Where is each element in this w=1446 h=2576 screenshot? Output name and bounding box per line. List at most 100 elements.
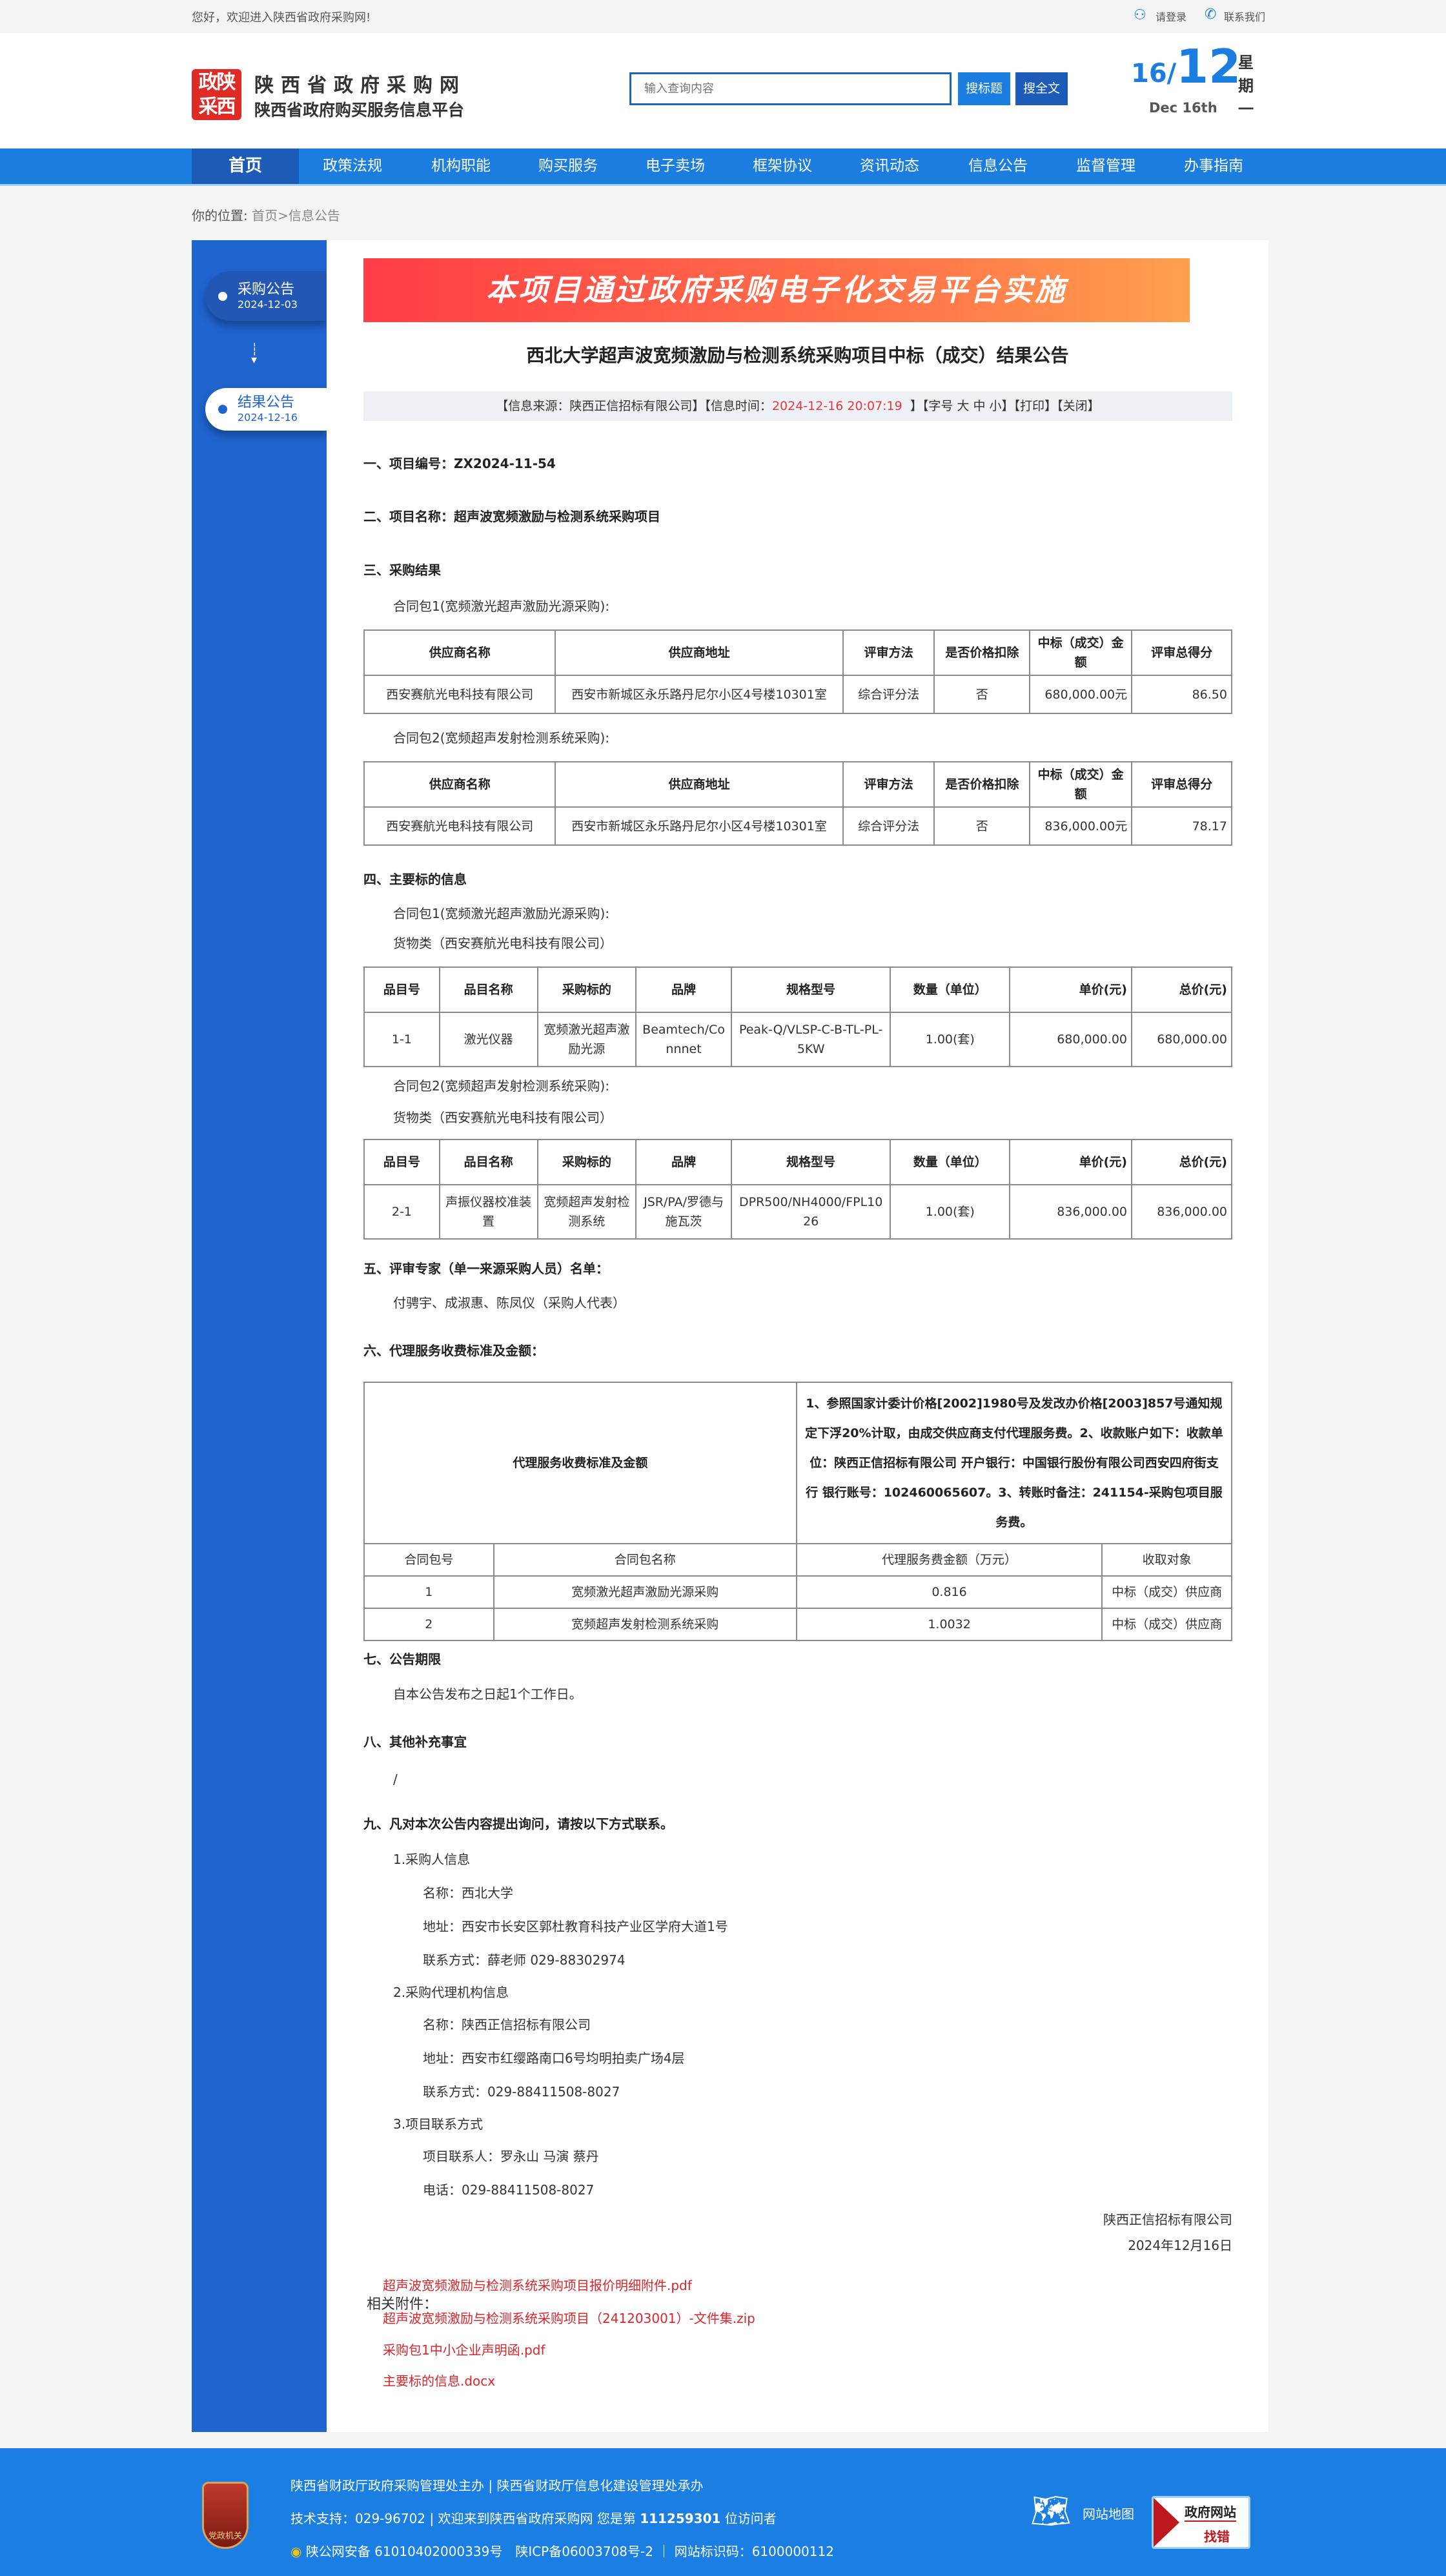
header-cell: 采购标的 [536, 1139, 637, 1185]
section-other: 八、其他补充事宜 [363, 1734, 467, 1750]
print-button[interactable]: 【打印】 [1013, 399, 1057, 413]
font-size-label: 【字号 [922, 399, 953, 413]
breadcrumb-home[interactable]: 首页 [252, 208, 278, 223]
table-row: 西安赛航光电科技有限公司 西安市新城区永乐路丹尼尔小区4号楼10301室 综合评分法… [363, 675, 1232, 714]
attachment-link[interactable]: 主要标的信息.docx [383, 2373, 496, 2389]
cell: 1.00(套) [890, 1184, 1011, 1240]
package-1-label: 合同包1(宽频激光超声激励光源采购): [393, 906, 610, 921]
header-cell: 评审方法 [842, 761, 935, 808]
footer-sponsor: 陕西省财政厅政府采购管理处主办 | 陕西省财政厅信息化建设管理处承办 [290, 2478, 704, 2493]
header-cell: 品目名称 [438, 966, 538, 1013]
contact-link[interactable]: 联系我们 [1224, 11, 1266, 23]
user-icon: ⚇ [1134, 7, 1146, 23]
font-medium-button[interactable]: 中 [973, 399, 986, 413]
attachment-link[interactable]: 超声波宽频激励与检测系统采购项目报价明细附件.pdf [383, 2278, 692, 2293]
page-title: 西北大学超声波宽频激励与检测系统采购项目中标（成交）结果公告 [526, 345, 1069, 366]
login-link[interactable]: 请登录 [1156, 11, 1187, 23]
header-cell: 供应商地址 [555, 629, 844, 676]
cell: 中标（成交）供应商 [1101, 1608, 1232, 1641]
info-source: 【信息来源：陕西正信招标有限公司】【信息时间： [496, 399, 772, 413]
font-small-button[interactable]: 小】 [989, 399, 1014, 413]
nav-policy[interactable]: 政策法规 [323, 158, 382, 174]
cell: 2-1 [363, 1184, 440, 1240]
header-cell: 品目名称 [438, 1139, 538, 1185]
table-row: 2-1 声振仪器校准装置 宽频超声发射检测系统 JSR/PA/罗德与施瓦茨 DPR500… [363, 1184, 1232, 1240]
welcome-text: 您好，欢迎进入陕西省政府采购网! [192, 11, 371, 25]
nav-supervision[interactable]: 监督管理 [1076, 158, 1135, 174]
sidebar: 采购公告 2024-12-03 ┆ ▾ 结果公告 2024-12-16 [192, 240, 327, 2432]
info-time: 2024-12-16 20:07:19 [771, 399, 902, 413]
header-cell: 代理服务费金额（万元） [795, 1543, 1103, 1577]
header-cell: 总价(元) [1131, 1139, 1232, 1185]
badge-title: 政府网站 [1185, 2502, 1236, 2522]
cell: 86.50 [1131, 675, 1232, 714]
record-link[interactable]: 陕公网安备 61010402000339号 陕ICP备06003708号-2 ｜… [305, 2544, 834, 2559]
police-badge-icon: ◉ [290, 2544, 302, 2559]
package-2-label: 合同包2(宽频超声发射检测系统采购): [393, 730, 610, 746]
site-subtitle: 陕西省政府购买服务信息平台 [254, 101, 465, 119]
search-input[interactable] [629, 72, 952, 105]
header-cell: 品目号 [363, 966, 440, 1013]
cell: 宽频激光超声激励光源采购 [493, 1575, 797, 1609]
cell: 1-1 [363, 1012, 440, 1067]
fee-table: 代理服务收费标准及金额 1、参照国家计委计价格[2002]1980号及发改办价格[… [363, 1382, 1233, 1641]
cell: Beamtech/Connnet [635, 1012, 732, 1067]
signature-org: 陕西正信招标有限公司 [1103, 2212, 1232, 2227]
breadcrumb-current[interactable]: >信息公告 [278, 208, 340, 223]
visitor-count: 111259301 [640, 2511, 721, 2526]
header-cell: 合同包名称 [493, 1543, 797, 1577]
other-text: / [393, 1772, 398, 1787]
search-fulltext-button[interactable]: 搜全文 [1015, 72, 1068, 105]
nav-purchase-service[interactable]: 购买服务 [538, 158, 598, 174]
nav-emall[interactable]: 电子卖场 [646, 158, 705, 174]
site-logo[interactable]: 政陕 采西 [192, 69, 241, 120]
project-contacts: 项目联系人：罗永山 马演 蔡丹 [423, 2149, 599, 2164]
font-big-button[interactable]: 大 [957, 399, 970, 413]
package-1-label: 合同包1(宽频激光超声激励光源采购): [393, 598, 610, 614]
experts-list: 付骋宇、成淑惠、陈凤仪（采购人代表） [393, 1295, 626, 1311]
close-button[interactable]: 【关闭】 [1057, 399, 1100, 413]
cell: 宽频超声发射检测系统 [536, 1184, 637, 1240]
table-row: 1 宽频激光超声激励光源采购 0.816 中标（成交）供应商 [363, 1575, 1232, 1609]
nav-agency[interactable]: 机构职能 [431, 158, 491, 174]
nav-guide[interactable]: 办事指南 [1184, 158, 1243, 174]
header-cell: 数量（单位） [890, 1139, 1011, 1185]
purchaser-phone: 联系方式：薛老师 029-88302974 [423, 1952, 626, 1968]
report-error-badge[interactable]: 政府网站 找错 [1152, 2496, 1250, 2549]
cell: 836,000.00 [1009, 1184, 1132, 1240]
info-bar: 【信息来源：陕西正信招标有限公司】【信息时间：2024-12-16 20:07:… [363, 391, 1232, 421]
sidebar-item-result-notice[interactable]: 结果公告 2024-12-16 [205, 388, 327, 431]
search-title-button[interactable]: 搜标题 [958, 72, 1010, 105]
nav-news[interactable]: 资讯动态 [860, 158, 919, 174]
cell: 西安市新城区永乐路丹尼尔小区4号楼10301室 [555, 806, 844, 846]
section-contact: 九、凡对本次公告内容提出询问，请按以下方式联系。 [363, 1816, 673, 1832]
cell: 680,000.00 [1131, 1012, 1232, 1067]
header-cell: 品牌 [635, 1139, 732, 1185]
section-project-name: 二、项目名称：超声波宽频激励与检测系统采购项目 [363, 509, 660, 524]
contact-purchaser: 1.采购人信息 [393, 1852, 471, 1867]
cell: 中标（成交）供应商 [1101, 1575, 1232, 1609]
sidebar-item-procurement-notice[interactable]: 采购公告 2024-12-03 [205, 271, 327, 321]
cell: 78.17 [1131, 806, 1232, 846]
attachment-link[interactable]: 采购包1中小企业声明函.pdf [383, 2342, 545, 2358]
cell: Peak-Q/VLSP-C-B-TL-PL-5KW [730, 1012, 891, 1067]
map-icon[interactable]: 🗺 [1030, 2492, 1072, 2530]
nav-framework[interactable]: 框架协议 [753, 158, 812, 174]
phone-icon: ✆ [1205, 6, 1217, 23]
sidebar-item-date: 2024-12-03 [238, 298, 298, 311]
date-english: Dec 16th [1149, 100, 1217, 116]
header-cell: 单价(元) [1009, 966, 1132, 1013]
top-bar: 您好，欢迎进入陕西省政府采购网! ⚇ 请登录 ✆ 联系我们 [0, 0, 1446, 33]
cell: 西安市新城区永乐路丹尼尔小区4号楼10301室 [555, 675, 844, 714]
purchaser-address: 地址：西安市长安区郭杜教育科技产业区学府大道1号 [423, 1919, 728, 1934]
items-table-2: 品目号 品目名称 采购标的 品牌 规格型号 数量（单位） 单价(元) 总价(元) 2-1 声振仪… [363, 1139, 1232, 1240]
sitemap-link[interactable]: 网站地图 [1083, 2506, 1134, 2522]
nav-notices[interactable]: 信息公告 [968, 158, 1028, 174]
nav-home[interactable]: 首页 [192, 148, 299, 184]
header-cell: 品牌 [635, 966, 732, 1013]
header-cell: 是否价格扣除 [933, 761, 1031, 808]
goods-label: 货物类（西安赛航光电科技有限公司） [393, 1110, 613, 1125]
attachment-link[interactable]: 超声波宽频激励与检测系统采购项目（241203001）-文件集.zip [383, 2311, 755, 2326]
badge-subtitle: 找错 [1204, 2529, 1230, 2544]
